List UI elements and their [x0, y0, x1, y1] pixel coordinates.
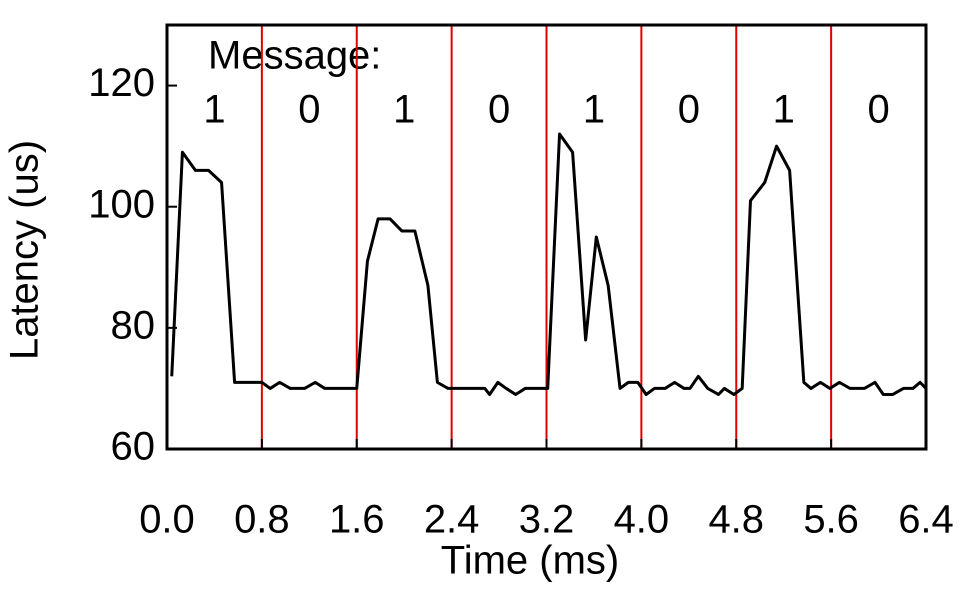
data-line	[170, 132, 928, 396]
message-bit: 1	[393, 88, 415, 132]
x-axis-label: Time (ms)	[441, 539, 619, 583]
x-tick-label: 4.8	[708, 498, 764, 542]
x-tick-label: 0.0	[139, 498, 195, 542]
x-tick-label: 6.4	[898, 498, 954, 542]
y-tick-label: 80	[111, 303, 156, 347]
y-axis-label: Latency (us)	[3, 140, 47, 360]
x-tick-label: 5.6	[803, 498, 859, 542]
x-tick-label: 2.4	[424, 498, 480, 542]
x-tick-label: 4.0	[614, 498, 670, 542]
y-tick-label: 120	[88, 61, 155, 105]
message-bit: 0	[298, 88, 320, 132]
message-bit: 1	[203, 88, 225, 132]
y-tick-label: 60	[111, 425, 156, 469]
message-bit: 0	[867, 88, 889, 132]
y-tick-label: 100	[88, 182, 155, 226]
message-bit: 1	[773, 88, 795, 132]
message-bit: 0	[678, 88, 700, 132]
x-tick-label: 3.2	[519, 498, 575, 542]
x-tick-label: 0.8	[234, 498, 290, 542]
x-tick-label: 1.6	[329, 498, 385, 542]
message-bit: 0	[488, 88, 510, 132]
message-bit: 1	[583, 88, 605, 132]
plot-frame	[165, 23, 928, 451]
annotation: Message:	[208, 34, 381, 78]
